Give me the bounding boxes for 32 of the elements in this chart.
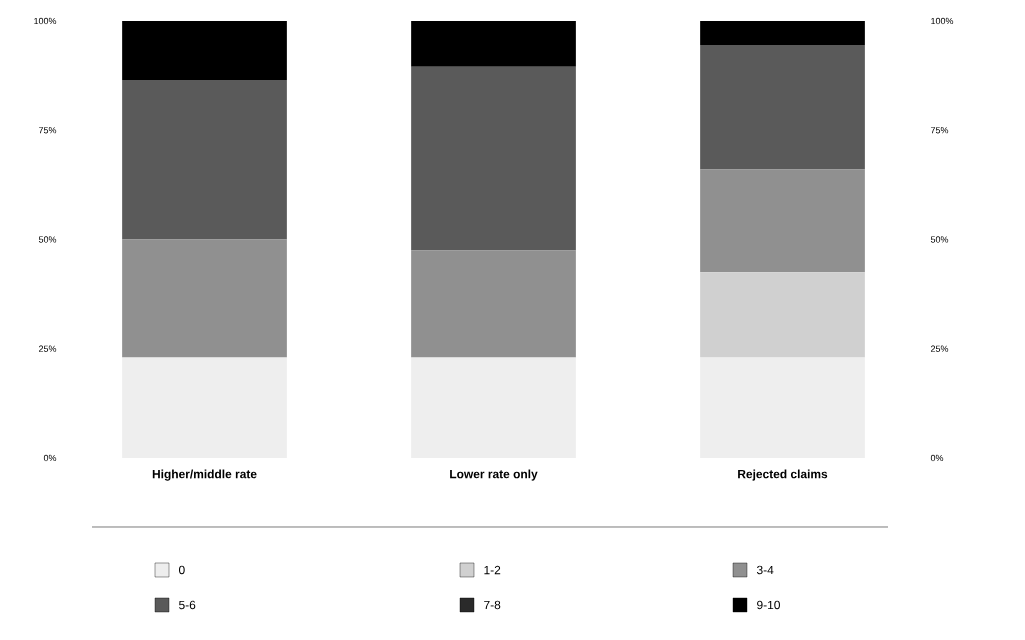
- y-tick-label: 25%: [39, 345, 57, 352]
- bar: [122, 20, 287, 80]
- bar: [700, 20, 865, 46]
- legend-label: 9-10: [757, 600, 780, 610]
- y2-tick-label: 100%: [931, 17, 954, 25]
- bar: [411, 20, 576, 67]
- y2-tick-label: 0%: [930, 454, 944, 462]
- bar: [700, 357, 865, 458]
- legend-label: 3-4: [756, 565, 774, 575]
- y-tick-label: 100%: [34, 17, 57, 25]
- bar: [411, 66, 576, 251]
- bar: [411, 357, 576, 458]
- bar: [411, 250, 576, 358]
- y2-tick-label: 25%: [930, 345, 949, 352]
- bar: [700, 45, 865, 170]
- y-tick-label: 75%: [39, 127, 57, 134]
- x-tick-label: Lower rate only: [450, 469, 538, 481]
- bar: [700, 272, 865, 358]
- y-tick-label: 0%: [43, 454, 57, 462]
- bar: [122, 357, 287, 458]
- legend-label: 0: [179, 565, 185, 575]
- y2-tick-label: 75%: [930, 127, 949, 134]
- legend-label: 7-8: [484, 600, 501, 610]
- bar: [700, 169, 865, 273]
- legend-label: 1-2: [484, 565, 501, 575]
- x-tick-label: Rejected claims: [738, 469, 828, 481]
- bar: [122, 239, 287, 358]
- y2-tick-label: 50%: [930, 236, 949, 243]
- legend-label: 5-6: [179, 600, 196, 610]
- y-tick-label: 50%: [38, 236, 57, 243]
- x-tick-label: Higher/middle rate: [152, 469, 257, 481]
- bar: [122, 79, 287, 240]
